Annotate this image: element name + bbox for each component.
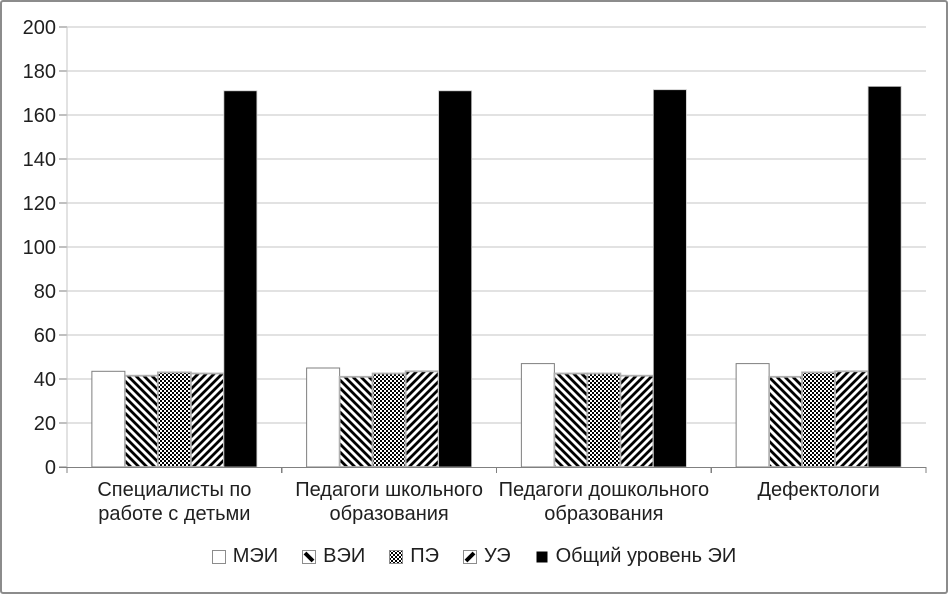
x-axis-category-label: Педагоги школьного образования (295, 479, 484, 525)
y-axis-tick-label: 40 (34, 369, 56, 391)
bar (123, 374, 159, 468)
x-axis-category-label: Дефектологи (757, 479, 880, 501)
legend-swatch-icon (302, 549, 317, 564)
y-axis-tick-label: 180 (23, 61, 56, 83)
legend-label: УЭ (483, 545, 511, 567)
bar (223, 90, 258, 468)
x-axis-category-label: Специалисты по работе с детьми (97, 479, 252, 525)
bar (553, 372, 589, 468)
bar (586, 372, 622, 468)
bar-chart-plot: 0 20 40 60 80 100 120 140 160 180 200 (23, 17, 927, 479)
bar (338, 375, 374, 468)
bar (306, 367, 341, 468)
bar (801, 371, 837, 468)
x-axis-category-label: Педагоги дошкольного образования (498, 479, 710, 525)
legend-swatch-icon (536, 551, 548, 562)
legend-item: ПЭ (389, 545, 439, 568)
y-axis-tick-label: 20 (34, 413, 56, 435)
chart-legend: МЭИ ВЭИ ПЭ УЭ Общий уровень ЭИ (2, 545, 946, 568)
bar (371, 372, 407, 468)
legend-label: ВЭИ (323, 545, 366, 567)
legend-label: МЭИ (232, 545, 279, 567)
y-axis-tick-label: 140 (23, 149, 56, 171)
bar (619, 374, 655, 468)
bar (189, 372, 225, 468)
y-axis-tick-label: 80 (34, 281, 56, 303)
legend-swatch-icon (211, 549, 226, 564)
legend-item: Общий уровень ЭИ (535, 545, 737, 568)
legend-swatch-icon (389, 549, 404, 564)
bar (438, 90, 473, 468)
bar (652, 89, 687, 468)
bar (768, 375, 804, 468)
legend-label: ПЭ (410, 545, 439, 567)
legend-item: МЭИ (211, 545, 279, 568)
legend-item: ВЭИ (302, 545, 365, 568)
bar (91, 370, 126, 468)
y-axis-tick-label: 60 (34, 325, 56, 347)
y-axis-tick-label: 160 (23, 105, 56, 127)
y-axis-tick-label: 200 (23, 17, 56, 39)
bar (735, 363, 770, 468)
bar (834, 370, 870, 468)
y-axis-tick-label: 120 (23, 193, 56, 215)
legend-item: УЭ (462, 545, 511, 568)
y-axis-tick-label: 100 (23, 237, 56, 259)
bar (404, 370, 440, 468)
bar (156, 371, 192, 468)
bar (520, 363, 555, 468)
y-axis-tick-label: 0 (45, 457, 56, 479)
legend-swatch-icon (462, 549, 477, 564)
bar (867, 86, 902, 468)
legend-label: Общий уровень ЭИ (555, 545, 737, 567)
